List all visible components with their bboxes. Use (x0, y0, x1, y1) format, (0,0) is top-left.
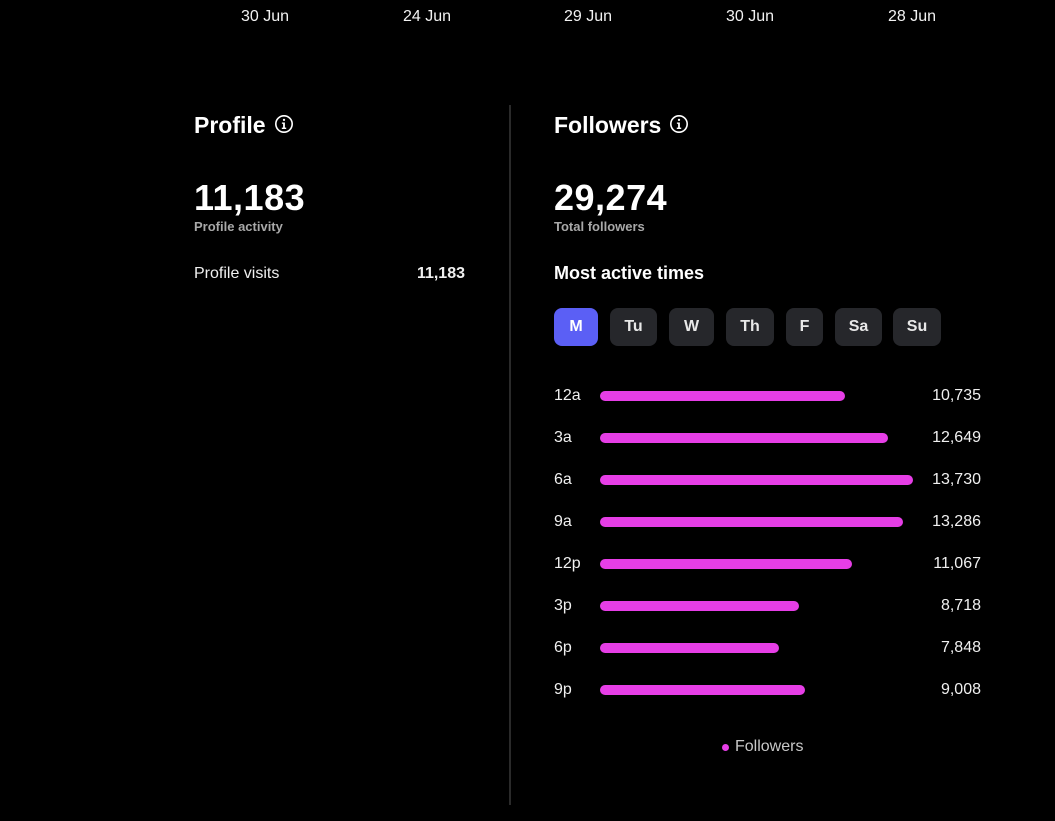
top-date-label: 24 Jun (402, 8, 452, 25)
bar-row: 3a 12,649 (554, 418, 984, 460)
bar-category-label: 6a (554, 471, 572, 488)
day-tab-sunday[interactable]: Su (893, 308, 941, 346)
section-divider (509, 105, 511, 805)
day-tab-monday[interactable]: M (554, 308, 598, 346)
chart-legend: Followers (722, 738, 803, 756)
bar-fill[interactable] (600, 517, 903, 527)
bar-row: 9a 13,286 (554, 502, 984, 544)
bar-value-label: 13,286 (932, 513, 981, 530)
bar-category-label: 12a (554, 387, 581, 404)
top-date-label: 30 Jun (725, 8, 775, 25)
bar-track (600, 559, 913, 569)
bar-category-label: 9p (554, 681, 572, 698)
followers-title-text: Followers (554, 112, 662, 138)
bar-track (600, 643, 913, 653)
bar-fill[interactable] (600, 475, 913, 485)
profile-title-text: Profile (194, 112, 266, 138)
followers-section-title: Followers (554, 112, 689, 139)
bar-category-label: 12p (554, 555, 581, 572)
info-icon[interactable] (274, 114, 294, 134)
legend-dot (722, 743, 729, 751)
bar-row: 9p 9,008 (554, 670, 984, 712)
info-icon[interactable] (669, 114, 689, 134)
bar-value-label: 10,735 (932, 387, 981, 404)
bar-value-label: 11,067 (933, 555, 981, 572)
bar-track (600, 475, 913, 485)
bar-value-label: 9,008 (940, 681, 981, 698)
bar-fill[interactable] (600, 433, 888, 443)
top-date-label: 29 Jun (563, 8, 613, 25)
day-tab-friday[interactable]: F (786, 308, 823, 346)
bar-fill[interactable] (600, 559, 852, 569)
most-active-times-title: Most active times (554, 263, 705, 283)
total-followers-value: 29,274 (554, 177, 668, 218)
bar-category-label: 3p (554, 597, 572, 614)
profile-visits-value: 11,183 (416, 265, 465, 282)
day-tab-thursday[interactable]: Th (726, 308, 774, 346)
bar-track (600, 685, 913, 695)
bar-value-label: 7,848 (940, 639, 981, 656)
top-date-label: 28 Jun (887, 8, 937, 25)
profile-activity-value: 11,183 (194, 177, 306, 218)
top-date-label: 30 Jun (240, 8, 290, 25)
bar-track (600, 601, 913, 611)
bar-fill[interactable] (600, 601, 799, 611)
bar-value-label: 8,718 (940, 597, 981, 614)
bar-fill[interactable] (600, 685, 805, 695)
day-tab-tuesday[interactable]: Tu (610, 308, 657, 346)
bar-category-label: 6p (554, 639, 572, 656)
profile-visits-label: Profile visits (194, 265, 280, 282)
bar-fill[interactable] (600, 643, 779, 653)
bar-row: 6p 7,848 (554, 628, 984, 670)
bar-category-label: 3a (554, 429, 572, 446)
bar-row: 12p 11,067 (554, 544, 984, 586)
legend-label: Followers (735, 738, 804, 755)
bar-track (600, 517, 913, 527)
bar-value-label: 12,649 (932, 429, 981, 446)
bar-row: 3p 8,718 (554, 586, 984, 628)
bar-track (600, 391, 913, 401)
bar-track (600, 433, 913, 443)
bar-category-label: 9a (554, 513, 572, 530)
bar-fill[interactable] (600, 391, 845, 401)
bar-row: 6a 13,730 (554, 460, 984, 502)
bar-row: 12a 10,735 (554, 376, 984, 418)
day-tab-wednesday[interactable]: W (669, 308, 714, 346)
day-tab-saturday[interactable]: Sa (835, 308, 882, 346)
bar-value-label: 13,730 (932, 471, 981, 488)
top-date-row: 30 Jun 24 Jun 29 Jun 30 Jun 28 Jun (0, 8, 1055, 28)
total-followers-label: Total followers (554, 219, 645, 234)
profile-section-title: Profile (194, 112, 294, 139)
profile-activity-label: Profile activity (194, 219, 283, 234)
